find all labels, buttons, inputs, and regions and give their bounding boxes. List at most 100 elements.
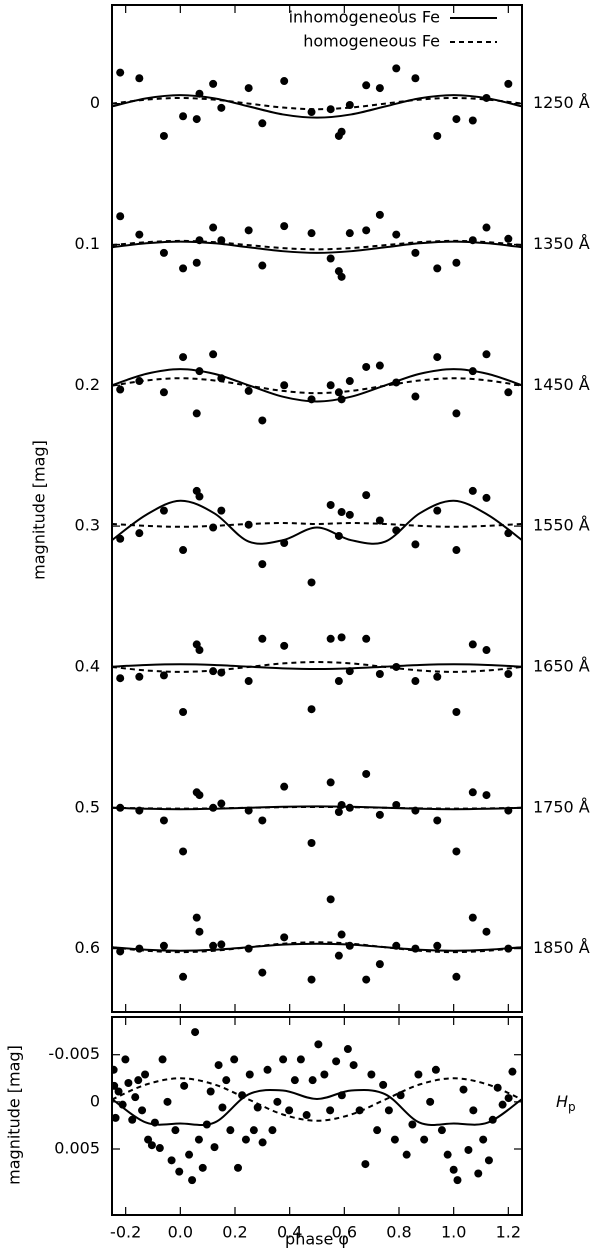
- data-point: [334, 531, 343, 540]
- data-point: [334, 951, 343, 960]
- data-point: [279, 1055, 288, 1064]
- data-point: [433, 672, 442, 681]
- data-point: [337, 508, 346, 517]
- x-tick-label: -0.2: [110, 1223, 141, 1242]
- data-point: [116, 947, 125, 956]
- data-point: [482, 223, 491, 232]
- y-tick-label: 0: [90, 93, 100, 112]
- data-point: [195, 646, 204, 655]
- data-point: [337, 272, 346, 281]
- data-point: [482, 927, 491, 936]
- data-point: [258, 634, 267, 643]
- data-point: [244, 806, 253, 815]
- data-point: [379, 1080, 388, 1089]
- model-curve-homogeneous: [112, 522, 522, 528]
- data-point: [163, 1097, 172, 1106]
- x-tick-label: 0.0: [168, 1223, 193, 1242]
- y-tick-label: 0.4: [75, 656, 100, 675]
- band-label-main: H: [556, 1091, 568, 1110]
- data-point: [180, 1081, 189, 1090]
- data-point: [362, 226, 371, 235]
- data-point: [210, 1143, 219, 1152]
- data-point: [479, 1135, 488, 1144]
- data-point: [258, 560, 267, 569]
- data-point: [437, 1126, 446, 1135]
- data-point: [433, 353, 442, 362]
- band-label-subscript: p: [568, 1099, 576, 1113]
- data-point: [493, 1083, 502, 1092]
- data-point: [135, 529, 144, 538]
- data-point: [258, 119, 267, 128]
- x-axis-label: phase φ: [285, 1230, 349, 1249]
- data-point: [249, 1126, 258, 1135]
- data-point: [209, 523, 218, 532]
- data-point: [349, 1061, 358, 1070]
- data-point: [337, 127, 346, 136]
- data-point: [362, 491, 371, 500]
- data-point: [326, 1106, 335, 1115]
- data-point: [195, 236, 204, 245]
- data-point: [326, 634, 335, 643]
- data-point: [244, 386, 253, 395]
- data-point: [159, 506, 168, 515]
- data-point: [159, 671, 168, 680]
- data-point: [337, 633, 346, 642]
- data-point: [392, 941, 401, 950]
- model-curve-homogeneous: [112, 239, 522, 251]
- data-point: [116, 385, 125, 394]
- data-point: [498, 1100, 507, 1109]
- data-point: [411, 944, 420, 953]
- data-point: [124, 1079, 133, 1087]
- data-point: [431, 1065, 440, 1074]
- data-point: [273, 1097, 282, 1106]
- data-point: [280, 933, 289, 942]
- data-point: [144, 1135, 153, 1144]
- data-point: [392, 662, 401, 671]
- y-tick-label: -0.005: [48, 1044, 100, 1063]
- data-point: [307, 395, 316, 404]
- data-point: [504, 79, 513, 88]
- data-point: [150, 1118, 159, 1127]
- data-point: [468, 486, 477, 495]
- data-point: [280, 222, 289, 231]
- data-point: [392, 378, 401, 387]
- data-point: [206, 1087, 215, 1096]
- data-point: [159, 816, 168, 825]
- data-point: [179, 264, 188, 273]
- data-point: [158, 1055, 167, 1064]
- data-point: [362, 362, 371, 371]
- data-point: [241, 1135, 250, 1144]
- data-point: [343, 1045, 352, 1054]
- data-point: [345, 667, 354, 676]
- data-point: [234, 1163, 243, 1172]
- data-point: [488, 1115, 497, 1124]
- band-label: 1850 Å: [533, 938, 590, 957]
- model-curve-inhomogeneous: [112, 368, 522, 403]
- data-point: [194, 1135, 203, 1144]
- data-point: [179, 847, 188, 856]
- x-tick-label: 0.4: [277, 1223, 302, 1242]
- data-point: [280, 381, 289, 390]
- data-point: [392, 800, 401, 809]
- data-point: [411, 806, 420, 815]
- data-point: [263, 1065, 272, 1074]
- y-tick-label: 0.2: [75, 375, 100, 394]
- model-curve-inhomogeneous: [112, 499, 522, 545]
- data-point: [217, 799, 226, 808]
- data-point: [345, 100, 354, 109]
- data-point: [392, 526, 401, 535]
- data-point: [433, 816, 442, 825]
- data-point: [337, 800, 346, 809]
- data-point: [375, 960, 384, 969]
- data-point: [420, 1135, 429, 1144]
- data-point: [280, 539, 289, 548]
- data-point: [337, 395, 346, 404]
- data-point: [307, 838, 316, 847]
- data-point: [179, 972, 188, 981]
- data-point: [433, 941, 442, 950]
- data-point: [402, 1150, 411, 1159]
- data-point: [345, 510, 354, 519]
- data-point: [202, 1120, 211, 1129]
- data-point: [135, 377, 144, 386]
- data-point: [452, 708, 461, 717]
